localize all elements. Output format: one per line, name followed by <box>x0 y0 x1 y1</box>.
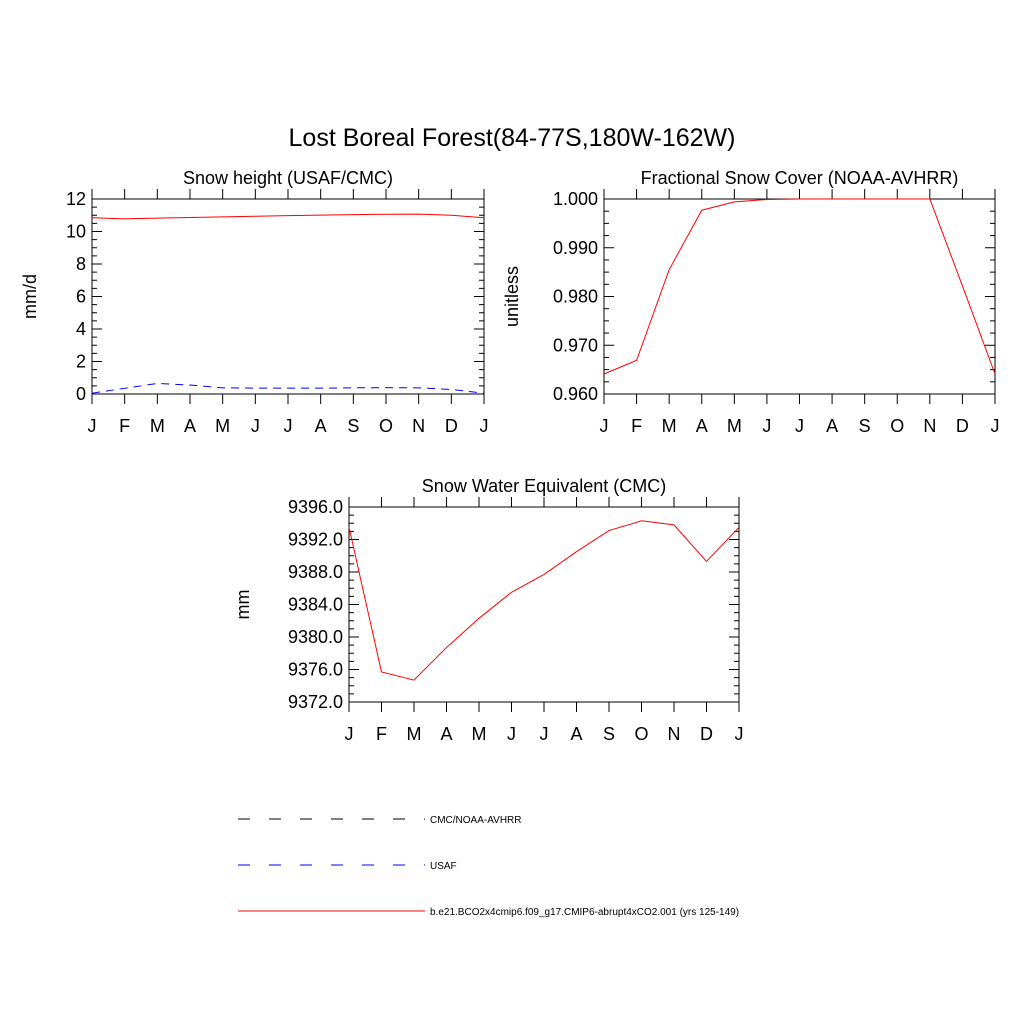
x-tick-label: F <box>631 416 642 436</box>
legend-label: CMC/NOAA-AVHRR <box>430 815 521 826</box>
y-axis-label: unitless <box>502 266 522 327</box>
y-tick-label: 0.970 <box>553 335 598 355</box>
x-tick-label: J <box>480 416 489 436</box>
x-tick-label: D <box>956 416 969 436</box>
x-tick-label: F <box>376 724 387 744</box>
x-tick-label: N <box>668 724 681 744</box>
plot-frame <box>348 506 740 703</box>
series-line-model <box>603 198 996 375</box>
x-tick-label: J <box>795 416 804 436</box>
y-tick-label: 0.960 <box>553 384 598 404</box>
x-tick-label: J <box>88 416 97 436</box>
series-line-model <box>91 213 485 220</box>
figure-title: Lost Boreal Forest(84-77S,180W-162W) <box>289 124 736 152</box>
x-tick-label: A <box>184 416 196 436</box>
x-tick-label: A <box>826 416 838 436</box>
x-tick-label: A <box>696 416 708 436</box>
plot-frame <box>91 198 485 395</box>
legend: CMC/NOAA-AVHRR USAF b.e21.BCO2x4cmip6.f09_… <box>238 815 739 918</box>
x-tick-label: J <box>540 724 549 744</box>
x-tick-label: J <box>251 416 260 436</box>
x-tick-label: O <box>890 416 904 436</box>
x-tick-label: O <box>379 416 393 436</box>
series-line-model <box>348 520 740 681</box>
y-tick-label: 1.000 <box>553 189 598 209</box>
y-tick-label: 9376.0 <box>288 660 343 680</box>
x-tick-label: O <box>634 724 648 744</box>
y-tick-label: 12 <box>66 189 86 209</box>
x-tick-label: M <box>150 416 165 436</box>
x-tick-label: S <box>347 416 359 436</box>
y-tick-label: 9392.0 <box>288 530 343 550</box>
x-tick-label: N <box>412 416 425 436</box>
x-tick-label: S <box>859 416 871 436</box>
x-tick-label: J <box>735 724 744 744</box>
y-tick-label: 9388.0 <box>288 562 343 582</box>
y-tick-label: 8 <box>76 254 86 274</box>
legend-item: b.e21.BCO2x4cmip6.f09_g17.CMIP6-abrupt4x… <box>238 907 739 918</box>
x-tick-label: M <box>727 416 742 436</box>
x-tick-label: M <box>662 416 677 436</box>
y-tick-label: 0 <box>76 384 86 404</box>
y-axis-label: mm <box>233 590 253 620</box>
legend-item: CMC/NOAA-AVHRR <box>238 815 521 826</box>
y-tick-label: 9396.0 <box>288 497 343 517</box>
x-tick-label: D <box>445 416 458 436</box>
panel-3: Snow Water Equivalent (CMC)mmJ F M A M J J A S O N… <box>233 476 744 744</box>
x-tick-label: M <box>472 724 487 744</box>
x-tick-label: J <box>284 416 293 436</box>
panel-title: Snow height (USAF/CMC) <box>183 168 393 188</box>
legend-label: USAF <box>430 861 457 872</box>
x-tick-label: S <box>603 724 615 744</box>
x-tick-label: J <box>345 724 354 744</box>
panel-1: Snow height (USAF/CMC)mm/dJ F M A M J J A S O N D J0… <box>20 168 489 436</box>
y-tick-label: 9372.0 <box>288 692 343 712</box>
y-tick-label: 9380.0 <box>288 627 343 647</box>
x-tick-label: J <box>991 416 1000 436</box>
y-tick-label: 2 <box>76 352 86 372</box>
panel-2: Fractional Snow Cover (NOAA-AVHRR) unitle… <box>502 168 1000 436</box>
x-tick-label: M <box>407 724 422 744</box>
x-tick-label: J <box>507 724 516 744</box>
plot-frame <box>603 198 996 395</box>
y-tick-label: 0.980 <box>553 287 598 307</box>
x-tick-label: F <box>119 416 130 436</box>
y-tick-label: 9384.0 <box>288 595 343 615</box>
panel-title: Fractional Snow Cover (NOAA-AVHRR) <box>641 168 959 188</box>
y-tick-label: 10 <box>66 222 86 242</box>
x-tick-label: J <box>600 416 609 436</box>
y-axis-label: mm/d <box>20 274 40 319</box>
x-tick-label: M <box>215 416 230 436</box>
x-tick-label: J <box>762 416 771 436</box>
x-tick-label: N <box>923 416 936 436</box>
x-tick-label: A <box>315 416 327 436</box>
y-tick-label: 6 <box>76 287 86 307</box>
y-tick-label: 4 <box>76 319 86 339</box>
y-tick-label: 0.990 <box>553 238 598 258</box>
x-tick-label: D <box>700 724 713 744</box>
panel-title: Snow Water Equivalent (CMC) <box>422 476 666 496</box>
legend-item: USAF <box>238 861 457 872</box>
x-tick-label: A <box>570 724 582 744</box>
legend-label: b.e21.BCO2x4cmip6.f09_g17.CMIP6-abrupt4x… <box>430 907 739 918</box>
panels: Snow height (USAF/CMC)mm/dJ F M A M J J A S O N D J0… <box>20 168 1000 744</box>
series-line-usaf <box>91 382 485 394</box>
x-tick-label: A <box>440 724 452 744</box>
